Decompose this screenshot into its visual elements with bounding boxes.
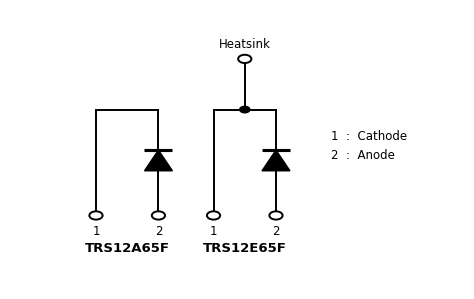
Circle shape [207,211,220,219]
Circle shape [238,55,251,63]
Circle shape [152,211,165,219]
Text: 2: 2 [272,225,280,238]
Text: 1  :  Cathode: 1 : Cathode [331,129,407,143]
Text: Heatsink: Heatsink [219,38,271,51]
Text: TRS12E65F: TRS12E65F [203,242,287,255]
Text: 1: 1 [210,225,217,238]
Polygon shape [145,150,173,171]
Text: 2  :  Anode: 2 : Anode [331,149,395,162]
Text: 2: 2 [155,225,162,238]
Circle shape [269,211,283,219]
Circle shape [240,106,250,113]
Circle shape [90,211,102,219]
Polygon shape [262,150,290,171]
Text: TRS12A65F: TRS12A65F [85,242,170,255]
Text: 1: 1 [92,225,100,238]
